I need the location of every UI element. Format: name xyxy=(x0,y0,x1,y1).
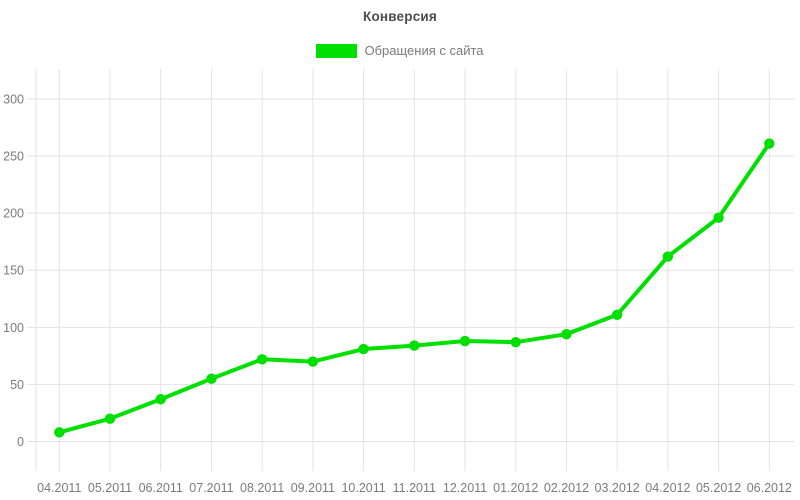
x-tick-label: 09.2011 xyxy=(291,481,335,495)
x-tick-label: 06.2012 xyxy=(747,481,792,495)
data-point xyxy=(561,328,572,340)
x-tick-label: 11.2011 xyxy=(393,481,436,495)
data-point xyxy=(611,309,623,320)
x-tick-label: 07.2011 xyxy=(189,481,233,495)
y-tick-label: 0 xyxy=(17,435,24,449)
data-point xyxy=(54,427,65,438)
data-point xyxy=(307,356,319,367)
data-point xyxy=(713,212,724,223)
data-point xyxy=(104,413,116,424)
y-tick-label: 50 xyxy=(10,378,24,392)
data-point xyxy=(358,343,369,355)
data-point xyxy=(510,336,521,348)
y-tick-label: 250 xyxy=(3,150,24,164)
y-tick-label: 200 xyxy=(3,207,24,221)
x-tick-label: 12.2011 xyxy=(443,481,487,495)
y-tick-label: 100 xyxy=(3,321,24,335)
data-point xyxy=(256,354,268,365)
x-tick-label: 08.2011 xyxy=(240,481,284,495)
legend-swatch xyxy=(316,43,358,58)
x-tick-label: 10.2011 xyxy=(341,481,385,495)
x-tick-label: 06.2011 xyxy=(139,481,183,495)
data-point xyxy=(155,394,166,405)
data-point xyxy=(409,340,420,351)
x-tick-label: 01.2012 xyxy=(493,481,538,495)
chart-legend: Обращения с сайта xyxy=(0,43,800,58)
x-tick-label: 05.2012 xyxy=(696,481,741,495)
legend-label: Обращения с сайта xyxy=(364,43,484,58)
y-tick-label: 150 xyxy=(3,264,24,278)
y-tick-label: 300 xyxy=(3,92,24,106)
x-tick-label: 02.2012 xyxy=(544,481,589,495)
data-point xyxy=(206,373,217,384)
data-point xyxy=(459,335,471,347)
chart-title: Конверсия xyxy=(363,9,437,24)
x-tick-label: 05.2011 xyxy=(88,481,132,495)
data-point xyxy=(764,138,775,149)
x-tick-label: 03.2012 xyxy=(595,481,640,495)
x-tick-label: 04.2011 xyxy=(37,481,81,495)
x-tick-label: 04.2012 xyxy=(645,481,690,495)
data-point xyxy=(662,251,674,262)
